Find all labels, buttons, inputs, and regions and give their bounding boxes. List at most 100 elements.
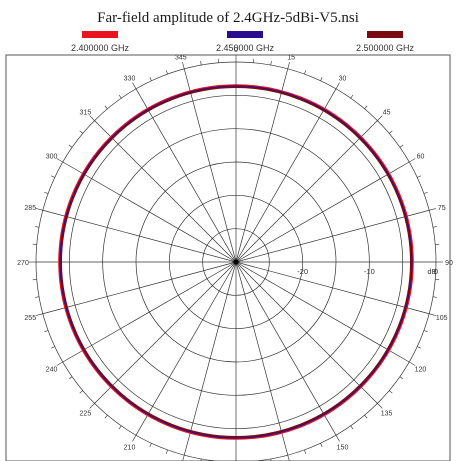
grid-spoke <box>94 120 237 263</box>
grid-spoke <box>183 68 237 263</box>
angle-tick <box>304 70 307 75</box>
angle-tick <box>287 455 290 461</box>
angle-tick <box>304 449 307 454</box>
angle-tick <box>429 313 437 316</box>
angle-label: 330 <box>124 76 136 83</box>
grid-spoke <box>42 261 237 315</box>
legend-label: 2.400000 GHz <box>71 43 130 53</box>
angle-tick <box>350 94 354 99</box>
chart-title: Far-field amplitude of 2.4GHz-5dBi-V5.ns… <box>97 10 359 26</box>
angle-tick <box>388 130 393 134</box>
legend-label: 2.500000 GHz <box>356 43 415 53</box>
radial-tick-label: -10 <box>364 267 375 276</box>
angle-tick <box>68 376 73 380</box>
grid-spoke <box>235 261 378 404</box>
angle-label: 105 <box>436 315 448 322</box>
angle-tick <box>44 330 49 333</box>
angle-label: 270 <box>17 260 29 267</box>
angle-tick <box>104 414 108 419</box>
series-trace <box>58 84 414 440</box>
angle-label: 345 <box>175 54 187 61</box>
angle-tick <box>35 208 43 211</box>
angle-tick <box>388 390 393 394</box>
angle-label: 90 <box>445 260 453 267</box>
angle-label: 150 <box>337 444 349 451</box>
angle-label: 30 <box>339 76 347 83</box>
angle-tick <box>56 361 63 366</box>
grid-spoke <box>62 261 237 363</box>
angle-label: 45 <box>383 109 391 116</box>
angle-tick <box>132 435 137 442</box>
angle-label: 285 <box>24 205 36 212</box>
grid-spoke <box>183 261 237 456</box>
angle-tick <box>50 346 55 349</box>
angle-tick <box>79 130 84 134</box>
radial-tick-label: 0 <box>434 267 438 276</box>
radial-tick-label: -20 <box>297 267 308 276</box>
angle-tick <box>149 443 152 448</box>
plot-frame <box>5 54 451 461</box>
angle-tick <box>89 115 95 121</box>
angle-tick <box>56 158 63 163</box>
grid-spoke <box>135 261 237 436</box>
angle-tick <box>377 115 383 121</box>
grid-spoke <box>235 261 430 315</box>
series-layer <box>58 84 414 440</box>
angle-tick <box>320 76 323 81</box>
grid-spoke <box>235 209 430 263</box>
angle-tick <box>104 105 108 110</box>
grid-spoke <box>235 161 410 263</box>
grid-spoke <box>235 120 378 263</box>
angle-tick <box>165 449 168 454</box>
angle-tick <box>89 403 95 409</box>
angle-label: 210 <box>124 444 136 451</box>
legend: 2.400000 GHz 2.450000 GHz 2.500000 GHz <box>71 31 415 53</box>
polar-grid <box>29 55 443 461</box>
angle-tick <box>417 346 422 349</box>
grid-spoke <box>235 261 337 436</box>
grid-spoke <box>235 88 337 263</box>
angle-tick <box>35 226 40 228</box>
angle-tick <box>432 226 437 228</box>
angle-tick <box>399 376 404 380</box>
angle-label: 60 <box>417 154 425 161</box>
angle-tick <box>118 425 122 430</box>
angle-label: 315 <box>80 109 92 116</box>
angle-tick <box>270 61 272 66</box>
angle-label: 135 <box>381 411 393 418</box>
angle-label: 240 <box>46 367 58 374</box>
angle-tick <box>165 70 168 75</box>
angle-tick <box>79 390 84 394</box>
angle-tick <box>287 61 290 69</box>
angle-tick <box>50 175 55 178</box>
angle-tick <box>409 158 416 163</box>
angle-tick <box>44 191 49 194</box>
legend-swatch <box>82 31 118 38</box>
angle-tick <box>432 296 437 298</box>
grid-spoke <box>235 261 410 363</box>
angle-tick <box>423 191 428 194</box>
angle-tick <box>35 296 40 298</box>
angle-label: 120 <box>415 367 427 374</box>
grid-spoke <box>94 261 237 404</box>
angle-label: 225 <box>80 411 92 418</box>
angle-label: 75 <box>438 205 446 212</box>
angle-tick <box>182 455 185 461</box>
angle-tick <box>335 82 340 89</box>
angle-tick <box>35 313 43 316</box>
angle-tick <box>132 82 137 89</box>
grid-spoke <box>235 261 289 456</box>
center-point <box>233 259 239 265</box>
angle-tick <box>335 435 340 442</box>
angle-tick <box>350 425 354 430</box>
angle-tick <box>182 61 185 69</box>
axis-labels: 0153045607590105120135150165180195210225… <box>17 47 453 451</box>
grid-spoke <box>42 209 237 263</box>
angle-tick <box>320 443 323 448</box>
angle-label: 0 <box>234 47 238 54</box>
legend-label: 2.450000 GHz <box>216 43 275 53</box>
angle-tick <box>68 144 73 148</box>
angle-tick <box>417 175 422 178</box>
angle-tick <box>149 76 152 81</box>
